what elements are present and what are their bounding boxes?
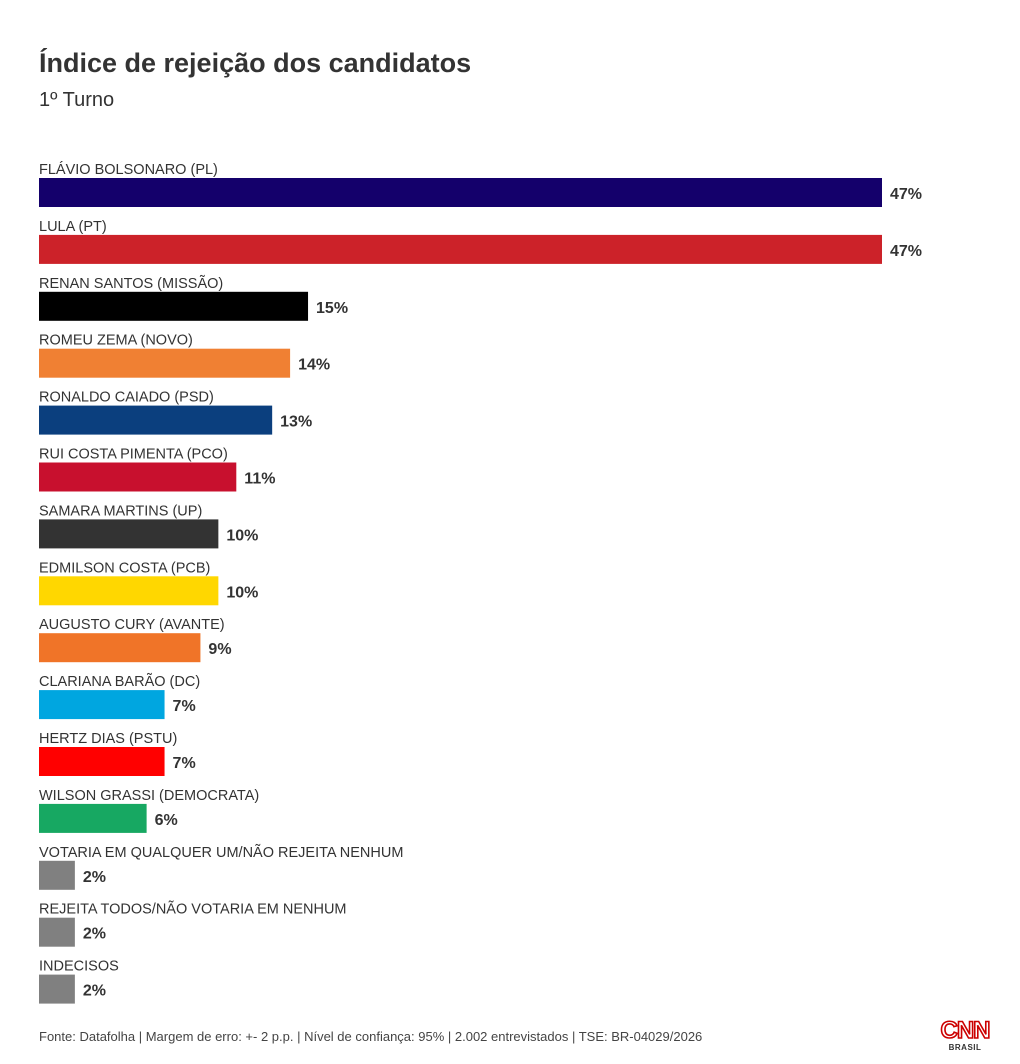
bar-chart: FLÁVIO BOLSONARO (PL) 47% LULA (PT) 47% RENA… <box>39 161 922 1004</box>
bar <box>39 178 882 207</box>
category-label: EDMILSON COSTA (PCB) <box>39 560 210 576</box>
category-label: RENAN SANTOS (MISSÃO) <box>39 275 223 292</box>
bar <box>39 234 882 264</box>
bar <box>39 803 147 833</box>
source-footer: Fonte: Datafolha | Margem de erro: +- 2 … <box>39 1029 703 1044</box>
data-label: 2% <box>83 983 106 1000</box>
category-label: ROMEU ZEMA (NOVO) <box>39 333 193 349</box>
category-label: VOTARIA EM QUALQUER UM/NÃO REJEITA NENHU… <box>39 844 403 861</box>
cnn-brasil-logo: CNN BRASIL <box>940 1017 992 1054</box>
category-label: RONALDO CAIADO (PSD) <box>39 390 214 406</box>
category-label: WILSON GRASSI (DEMOCRATA) <box>39 788 259 804</box>
category-label: REJEITA TODOS/NÃO VOTARIA EM NENHUM <box>39 901 347 918</box>
bar <box>39 462 237 492</box>
bar <box>39 633 201 663</box>
category-label: FLÁVIO BOLSONARO (PL) <box>39 161 218 178</box>
data-label: 13% <box>280 414 312 431</box>
category-label: LULA (PT) <box>39 219 107 235</box>
category-label: HERTZ DIAS (PSTU) <box>39 731 177 747</box>
chart-subtitle: 1º Turno <box>39 89 115 111</box>
data-label: 47% <box>890 186 922 203</box>
data-label: 2% <box>83 926 106 943</box>
category-label: AUGUSTO CURY (AVANTE) <box>39 617 225 633</box>
bar <box>39 291 309 321</box>
category-label: SAMARA MARTINS (UP) <box>39 503 202 519</box>
data-label: 11% <box>244 471 275 488</box>
category-label: CLARIANA BARÃO (DC) <box>39 673 200 690</box>
bar <box>39 519 219 549</box>
data-label: 7% <box>173 755 196 772</box>
data-label: 47% <box>890 243 922 260</box>
data-label: 6% <box>155 812 178 829</box>
bar <box>39 974 75 1004</box>
logo-subtitle: BRASIL <box>948 1043 982 1052</box>
bar <box>39 747 165 776</box>
logo-wordmark: CNN <box>940 1017 992 1045</box>
category-label: RUI COSTA PIMENTA (PCO) <box>39 447 228 463</box>
data-label: 14% <box>298 357 330 374</box>
data-label: 2% <box>83 869 106 886</box>
data-label: 7% <box>173 698 196 715</box>
data-label: 15% <box>316 300 348 317</box>
data-label: 9% <box>208 641 231 658</box>
category-label: INDECISOS <box>39 959 119 975</box>
bar <box>39 405 273 435</box>
data-label: 10% <box>226 584 258 601</box>
chart-title: Índice de rejeição dos candidatos <box>39 48 472 78</box>
data-label: 10% <box>226 527 258 544</box>
bar <box>39 860 75 890</box>
bar <box>39 576 219 606</box>
bar <box>39 348 291 378</box>
bar <box>39 917 75 947</box>
bar <box>39 690 165 720</box>
